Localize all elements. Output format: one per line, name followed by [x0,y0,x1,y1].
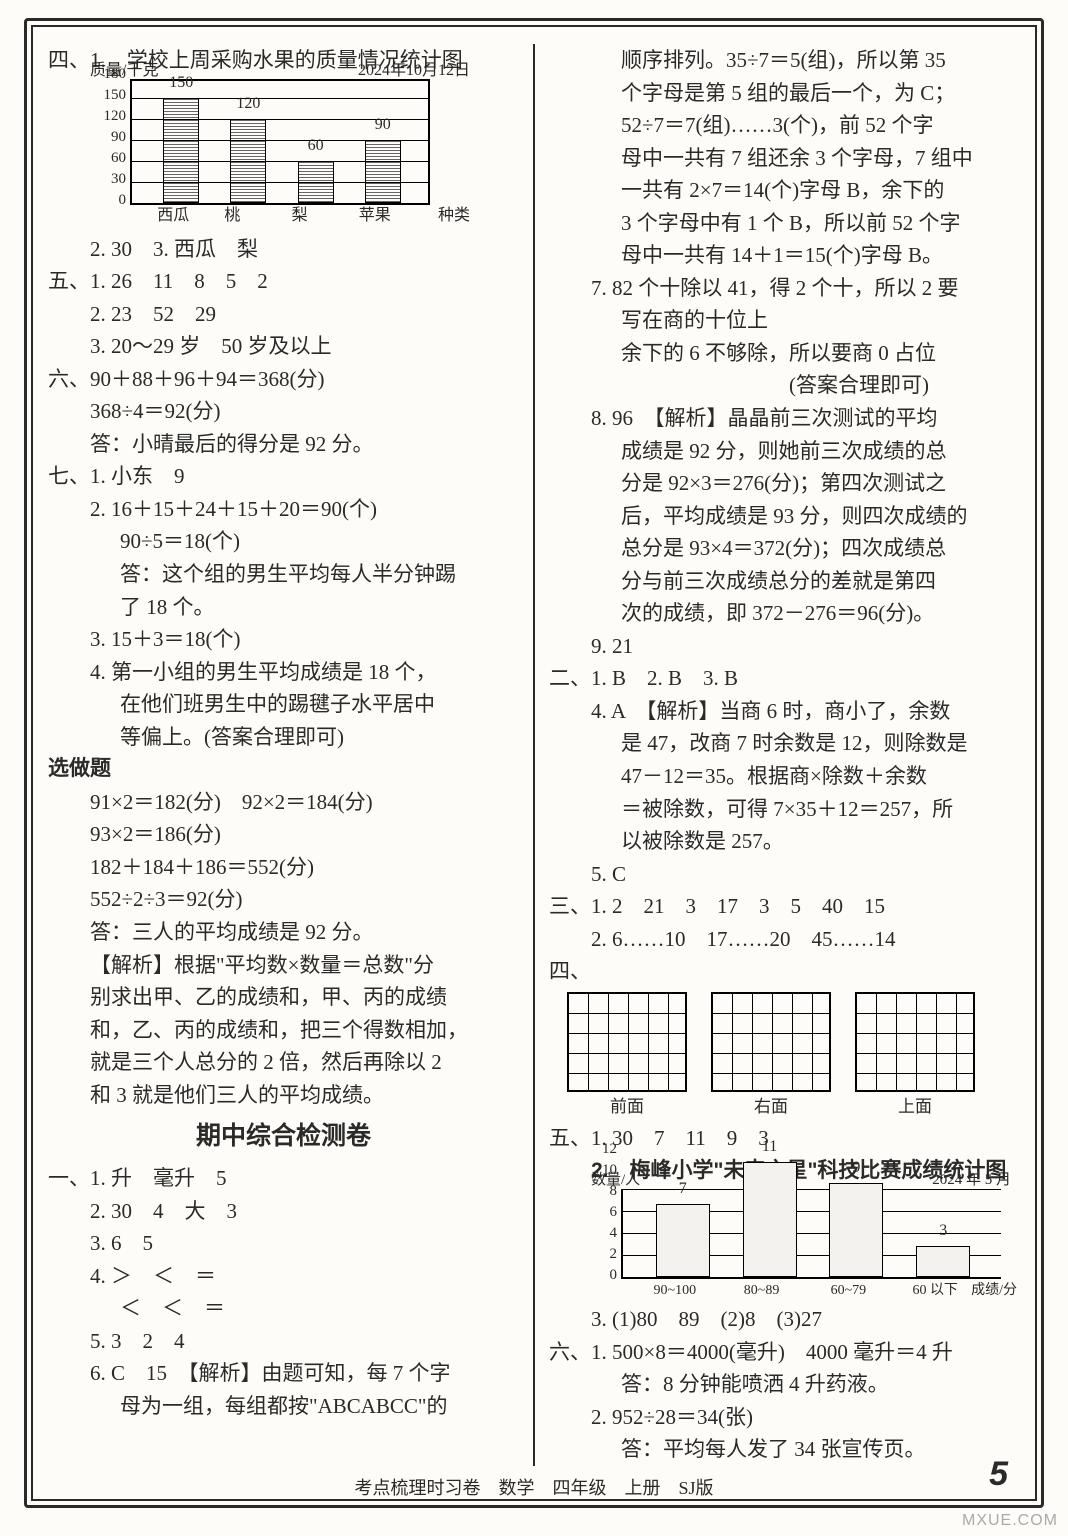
text-line: 47－12＝35。根据商×除数＋余数 [549,760,1020,793]
view-label: 右面 [711,1094,831,1120]
text-line: 答：8 分钟能喷洒 4 升药液。 [549,1368,1020,1401]
text-line: 答：小晴最后的得分是 92 分。 [48,428,519,461]
text-line: ＜ ＜ ＝ [48,1292,519,1325]
view-grid [567,992,687,1092]
text-line: 4. 第一小组的男生平均成绩是 18 个， [48,656,519,689]
text-line: 和，乙、丙的成绩和，把三个得数相加， [48,1014,519,1047]
text-line: 2. 952÷28＝34(张) [549,1401,1020,1434]
text-line: 答：平均每人发了 34 张宣传页。 [549,1433,1020,1466]
three-views: 前面右面上面 [567,992,1020,1120]
text-line: 顺序排列。35÷7＝5(组)，所以第 35 [549,44,1020,77]
page-footer: 考点梳理时习卷 数学 四年级 上册 SJ版 [0,1474,1068,1500]
text-line: 9. 21 [549,630,1020,663]
right-column: 顺序排列。35÷7＝5(组)，所以第 35个字母是第 5 组的最后一个，为 C；… [549,44,1020,1466]
text-line: 368÷4＝92(分) [48,395,519,428]
text-line: 就是三个人总分的 2 倍，然后再除以 2 [48,1046,519,1079]
text-line: 个字母是第 5 组的最后一个，为 C； [549,77,1020,110]
text-line: 3. 6 5 [48,1227,519,1260]
text-line: 六、1. 500×8＝4000(毫升) 4000 毫升＝4 升 [549,1336,1020,1369]
text-line: 6. C 15 【解析】由题可知，每 7 个字 [48,1357,519,1390]
text-line: 4. A 【解析】当商 6 时，商小了，余数 [549,695,1020,728]
text-line: 5. 3 2 4 [48,1325,519,1358]
text-line: 写在商的十位上 [549,304,1020,337]
text-line: 93×2＝186(分) [48,818,519,851]
text-line: 三、1. 2 21 3 17 3 5 40 15 [549,890,1020,923]
text-line: 答：三人的平均成绩是 92 分。 [48,916,519,949]
text-line: 182＋184＋186＝552(分) [48,851,519,884]
text-line: 8. 96 【解析】晶晶前三次测试的平均 [549,402,1020,435]
text-line: 四、 [549,955,1020,988]
text-line: 期中综合检测卷 [48,1117,519,1156]
text-line: 2. 16＋15＋24＋15＋20＝90(个) [48,493,519,526]
text-line: 552÷2÷3＝92(分) [48,883,519,916]
text-line: 2. 23 52 29 [48,298,519,331]
page-number: 5 [989,1455,1008,1494]
text-line: 2. 6……10 17……20 45……14 [549,923,1020,956]
content-columns: 四、1. 学校上周采购水果的质量情况统计图质量/千克2024年10月12日150… [48,44,1020,1466]
text-line: 答：这个组的男生平均每人半分钟踢 [48,558,519,591]
text-line: 是 47，改商 7 时余数是 12，则除数是 [549,727,1020,760]
text-line: 了 18 个。 [48,591,519,624]
text-line: 5. C [549,858,1020,891]
text-line: 在他们班男生中的踢毽子水平居中 [48,688,519,721]
view-grid [855,992,975,1092]
text-line: 3. (1)80 89 (2)8 (3)27 [549,1303,1020,1336]
text-line: 分与前三次成绩总分的差就是第四 [549,565,1020,598]
text-line: 【解析】根据"平均数×数量＝总数"分 [48,949,519,982]
text-line: 母中一共有 7 组还余 3 个字母，7 组中 [549,142,1020,175]
text-line: 母中一共有 14＋1＝15(个)字母 B。 [549,239,1020,272]
text-line: 次的成绩，即 372－276＝96(分)。 [549,597,1020,630]
text-line: 别求出甲、乙的成绩和，甲、丙的成绩 [48,981,519,1014]
text-line: 91×2＝182(分) 92×2＝184(分) [48,786,519,819]
text-line: 等偏上。(答案合理即可) [48,721,519,754]
text-line: 一、1. 升 毫升 5 [48,1162,519,1195]
text-line: 3. 20～29 岁 50 岁及以上 [48,330,519,363]
text-line: 分是 92×3＝276(分)；第四次测试之 [549,467,1020,500]
text-line: 二、1. B 2. B 3. B [549,662,1020,695]
text-line: 3 个字母中有 1 个 B，所以前 52 个字 [549,207,1020,240]
text-line: 52÷7＝7(组)……3(个)，前 52 个字 [549,109,1020,142]
watermark: MXUE.COM [962,1512,1058,1530]
text-line: 母为一组，每组都按"ABCABCC"的 [48,1390,519,1423]
view-label: 前面 [567,1094,687,1120]
chart-fruit: 质量/千克2024年10月12日1501206090西瓜桃梨苹果种类030609… [90,79,470,229]
text-line: 一共有 2×7＝14(个)字母 B，余下的 [549,174,1020,207]
view-grid [711,992,831,1092]
text-line: 成绩是 92 分，则她前三次成绩的总 [549,435,1020,468]
text-line: 七、1. 小东 9 [48,460,519,493]
text-line: 五、1. 26 11 8 5 2 [48,265,519,298]
text-line: 后，平均成绩是 93 分，则四次成绩的 [549,500,1020,533]
chart-score: 数量/人2024 年 5 月7119390~10080~8960~7960 以下… [591,1189,1011,1301]
text-line: (答案合理即可) [549,369,1020,402]
text-line: 以被除数是 257。 [549,825,1020,858]
left-column: 四、1. 学校上周采购水果的质量情况统计图质量/千克2024年10月12日150… [48,44,519,1466]
text-line: 4. ＞ ＜ ＝ [48,1260,519,1293]
text-line: 2. 30 3. 西瓜 梨 [48,233,519,266]
text-line: 和 3 就是他们三人的平均成绩。 [48,1079,519,1112]
text-line: 2. 30 4 大 3 [48,1195,519,1228]
column-divider [533,44,535,1466]
text-line: 90÷5＝18(个) [48,525,519,558]
text-line: 7. 82 个十除以 41，得 2 个十，所以 2 要 [549,272,1020,305]
text-line: ＝被除数，可得 7×35＋12＝257，所 [549,793,1020,826]
text-line: 六、90＋88＋96＋94＝368(分) [48,363,519,396]
text-line: 选做题 [48,753,519,786]
view-label: 上面 [855,1094,975,1120]
text-line: 3. 15＋3＝18(个) [48,623,519,656]
text-line: 总分是 93×4＝372(分)；四次成绩总 [549,532,1020,565]
text-line: 余下的 6 不够除，所以要商 0 占位 [549,337,1020,370]
